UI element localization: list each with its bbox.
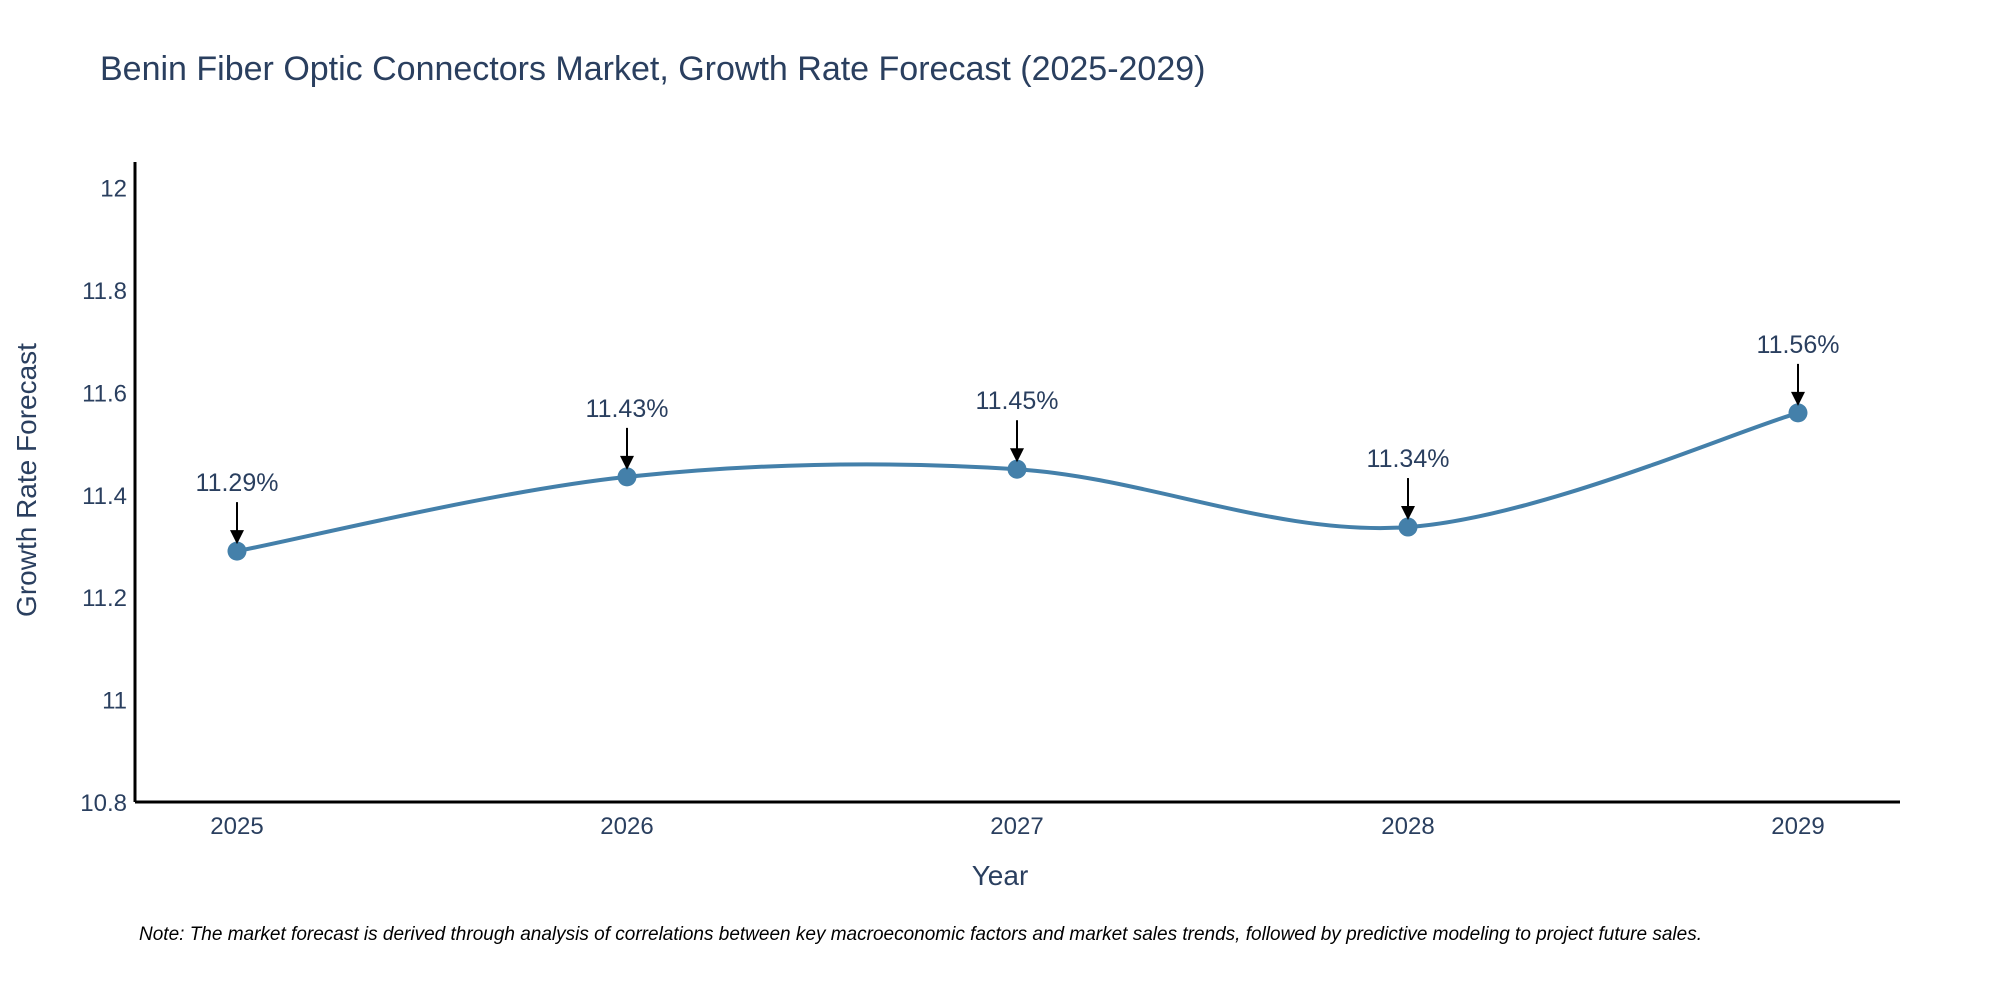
- data-point: [1788, 403, 1808, 423]
- annotation-arrowhead: [1791, 391, 1805, 406]
- data-label: 11.43%: [586, 395, 669, 423]
- x-axis-title: Year: [972, 860, 1029, 891]
- data-point: [617, 467, 637, 487]
- footnote: Note: The market forecast is derived thr…: [139, 924, 1702, 945]
- data-label: 11.45%: [976, 387, 1059, 415]
- y-tick-label: 11.8: [82, 278, 127, 305]
- y-tick-label: 11: [102, 688, 127, 715]
- annotation-arrowhead: [1401, 506, 1415, 521]
- data-points: [227, 403, 1808, 561]
- data-label: 11.29%: [196, 469, 279, 497]
- y-tick-label: 11.2: [82, 585, 127, 612]
- x-tick-label: 2029: [1771, 813, 1824, 840]
- data-point: [1398, 517, 1418, 537]
- y-tick-label: 12: [100, 176, 127, 203]
- chart-title: Benin Fiber Optic Connectors Market, Gro…: [100, 50, 1205, 88]
- y-axis-title: Growth Rate Forecast: [11, 343, 42, 617]
- x-tick-label: 2028: [1381, 813, 1434, 840]
- x-tick-label: 2027: [990, 813, 1043, 840]
- y-tick-label: 10.8: [80, 790, 127, 817]
- x-tick-label: 2025: [210, 813, 263, 840]
- data-point: [227, 541, 247, 561]
- annotation-arrowhead: [230, 530, 244, 545]
- x-axis-ticks: 2025 2026 2027 2028 2029: [210, 813, 1824, 840]
- annotation-arrowhead: [620, 455, 634, 470]
- annotation-arrowhead: [1010, 448, 1024, 463]
- data-labels: 11.29% 11.43% 11.45% 11.34% 11.56%: [196, 331, 1840, 545]
- data-label: 11.34%: [1367, 445, 1450, 473]
- y-tick-label: 11.6: [82, 380, 127, 407]
- y-tick-label: 11.4: [82, 483, 127, 510]
- y-axis-ticks: 10.8 11 11.2 11.4 11.6 11.8 12: [80, 176, 127, 817]
- x-tick-label: 2026: [600, 813, 653, 840]
- data-point: [1007, 459, 1027, 479]
- data-label: 11.56%: [1757, 331, 1840, 359]
